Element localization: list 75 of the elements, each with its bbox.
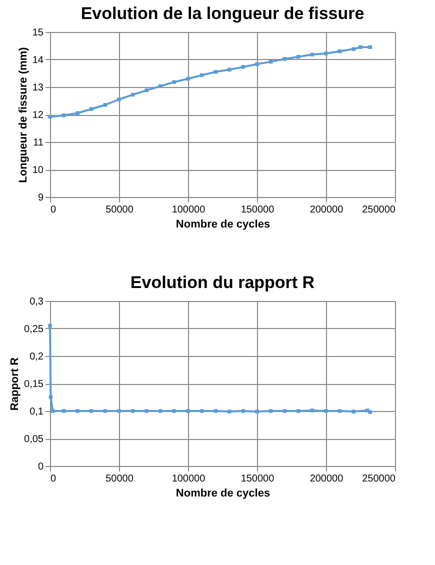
point bbox=[214, 409, 218, 413]
y-tick-label: 15 bbox=[32, 28, 44, 38]
point bbox=[338, 409, 342, 413]
point bbox=[158, 409, 162, 413]
y-tick-label: 0 bbox=[38, 462, 44, 472]
point bbox=[241, 65, 246, 69]
point bbox=[186, 409, 190, 413]
point bbox=[144, 409, 148, 413]
y-tick-label: 13 bbox=[32, 82, 44, 94]
point bbox=[117, 409, 121, 413]
point bbox=[368, 410, 372, 414]
point bbox=[117, 98, 121, 102]
y-tick-label: 10 bbox=[32, 165, 44, 176]
x-tick-label: 200000 bbox=[310, 204, 344, 216]
point bbox=[144, 88, 148, 92]
x-tick-label: 0 bbox=[50, 204, 56, 216]
point bbox=[186, 76, 190, 81]
y-tick-label: 0,3 bbox=[30, 296, 44, 308]
point bbox=[90, 107, 94, 111]
y-tick-label: 12 bbox=[32, 110, 44, 121]
point bbox=[48, 114, 52, 119]
chart-title: Evolution de la longueur de fissure bbox=[80, 4, 364, 23]
point bbox=[48, 324, 52, 328]
point bbox=[310, 52, 314, 56]
point bbox=[200, 409, 204, 413]
x-tick-label: 50000 bbox=[106, 474, 134, 484]
point bbox=[214, 70, 218, 74]
point bbox=[352, 410, 356, 414]
point bbox=[90, 409, 94, 413]
y-tick-label: 0,1 bbox=[30, 406, 44, 418]
y-axis-title: Longueur de fissure (mm) bbox=[17, 46, 30, 183]
point bbox=[130, 409, 135, 413]
y-tick-label: 14 bbox=[32, 55, 44, 66]
x-tick-label: 250000 bbox=[362, 204, 396, 216]
point bbox=[268, 409, 273, 413]
y-tick-label: 0,15 bbox=[24, 379, 44, 390]
point bbox=[172, 409, 176, 413]
y-tick-label: 9 bbox=[38, 192, 44, 204]
point bbox=[296, 54, 300, 59]
x-tick-label: 250000 bbox=[362, 474, 396, 484]
y-tick-label: 0,2 bbox=[30, 352, 44, 362]
point bbox=[358, 45, 362, 49]
point bbox=[282, 409, 286, 413]
point bbox=[228, 410, 232, 414]
point bbox=[62, 409, 66, 413]
point bbox=[103, 409, 108, 413]
x-tick-label: 200000 bbox=[310, 474, 344, 484]
x-tick-label: 150000 bbox=[240, 474, 275, 484]
point bbox=[50, 409, 55, 413]
point bbox=[76, 409, 80, 413]
x-tick-label: 0 bbox=[50, 474, 56, 484]
point bbox=[255, 410, 259, 414]
point bbox=[282, 57, 286, 61]
x-axis-title: Nombre de cycles bbox=[176, 218, 270, 230]
chart-title: Evolution du rapport R bbox=[130, 273, 315, 292]
point bbox=[158, 84, 162, 88]
point bbox=[255, 62, 259, 66]
x-tick-label: 100000 bbox=[172, 474, 206, 484]
point bbox=[324, 409, 328, 413]
x-tick-label: 50000 bbox=[106, 204, 134, 216]
point bbox=[241, 409, 246, 413]
x-tick-label: 150000 bbox=[240, 204, 275, 216]
x-tick-label: 100000 bbox=[172, 204, 206, 216]
point bbox=[310, 408, 314, 412]
y-tick-label: 0,05 bbox=[24, 434, 44, 445]
point bbox=[228, 68, 232, 72]
y-tick-label: 11 bbox=[33, 138, 44, 148]
point bbox=[76, 111, 80, 115]
point bbox=[324, 52, 328, 56]
y-axis-title: Rapport R bbox=[9, 357, 22, 411]
x-axis-title: Nombre de cycles bbox=[176, 488, 270, 500]
point bbox=[352, 47, 356, 51]
point bbox=[296, 409, 300, 413]
point bbox=[172, 80, 176, 84]
y-tick-label: 0,25 bbox=[24, 324, 44, 335]
